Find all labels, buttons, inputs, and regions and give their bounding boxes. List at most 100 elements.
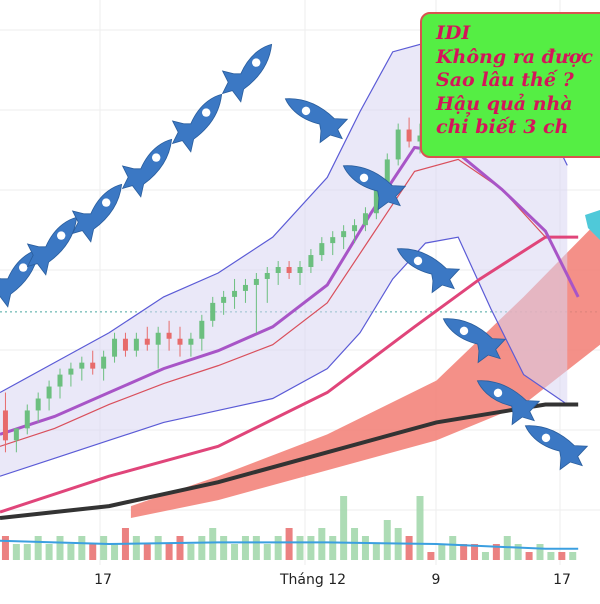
candle-body [395,129,401,160]
ichimoku-cloud [130,219,600,519]
rocket-window [541,433,551,443]
candle-body [166,332,172,339]
candle-body [221,296,227,303]
volume-bar [34,536,42,560]
candle-body [373,183,379,214]
rocket-icon [476,380,541,426]
volume-bar [329,536,337,560]
candle-body [35,398,41,411]
candle-body [297,267,303,273]
rocket-body [71,183,123,243]
candle-body [199,320,205,339]
volume-bar [198,536,206,560]
volume-bar [45,544,53,560]
volume-bar [132,536,140,560]
candle-body [253,278,259,285]
volume-bar [12,544,20,560]
volume-bar [231,544,239,560]
cloud-area [130,219,600,519]
rocket-icon [71,183,123,243]
annotation-line-3: Sao lâu thế ? [436,69,574,91]
ma-fast-line [0,145,580,436]
volume-bar [481,552,489,560]
candle-body [24,410,30,429]
candle-body [46,386,52,399]
rocket-icon [524,425,589,471]
volume-bar [307,536,315,560]
rocket-body [476,380,541,426]
volume-bar [525,552,533,560]
rocket-body [396,248,461,294]
rocket-window [252,58,261,67]
candle-body [133,338,139,351]
volume-bar [111,544,119,560]
candle-body [188,338,194,345]
volume-average-line [0,539,579,550]
candle-body [112,338,118,357]
rocket-window [152,153,161,162]
rocket-window [493,388,503,398]
volume-bar [285,528,293,560]
candle-body [144,338,150,345]
volume-bar [569,552,577,560]
volume-bar [460,544,468,560]
volume-bar [558,552,566,560]
volume-bar [154,536,162,560]
volume-bar [514,544,522,560]
volume-bar [100,536,108,560]
volume-bar [67,544,75,560]
candle-body [57,374,63,387]
rocket-icon [26,216,78,276]
candle-body [232,290,238,297]
rocket-decorations [0,43,600,471]
volume-bar [351,528,359,560]
rocket-icon [342,165,407,211]
rocket-window [57,231,66,240]
rocket-body [26,216,78,276]
volume-bar [416,496,424,560]
candle-body [101,356,107,369]
candle-body [330,237,336,244]
moving-averages [0,145,580,521]
candle-body [79,362,85,369]
volume-bar [536,544,544,560]
candle-body [275,267,281,273]
candle-body [122,338,128,351]
annotation-line-5: chỉ biết 3 ch [436,116,569,138]
rocket-body [524,425,589,471]
candle-body [362,213,368,226]
rocket-icon [284,98,349,144]
volume-bar [176,536,184,560]
volume-bar [471,544,479,560]
volume-bar [209,528,217,560]
volume-bar [383,520,391,560]
volume-bar [220,536,228,560]
volume-bar [165,544,173,560]
x-tick-label: Tháng 12 [279,572,346,588]
rocket-window [301,106,311,116]
candles [2,69,478,453]
x-tick-label: 17 [553,572,571,588]
annotation-line-4: Hậu quả nhà [436,92,573,115]
bollinger-lower-line [0,236,568,477]
volume-bar [449,536,457,560]
candle-body [319,243,325,256]
volume-bar [296,536,304,560]
rocket-body [171,93,223,153]
candle-body [352,225,358,232]
rocket-window [459,326,469,336]
rocket-icon [396,248,461,294]
annotation-line-2: Không ra được [436,45,593,68]
candle-body [2,410,8,441]
volume-bar [405,536,413,560]
volume-bar [492,544,500,560]
rocket-window [202,108,211,117]
rocket-window [102,198,111,207]
candle-body [155,332,161,345]
volume-bar [263,544,271,560]
volume-bar [23,544,31,560]
candle-body [90,362,96,369]
rocket-window [413,256,423,266]
